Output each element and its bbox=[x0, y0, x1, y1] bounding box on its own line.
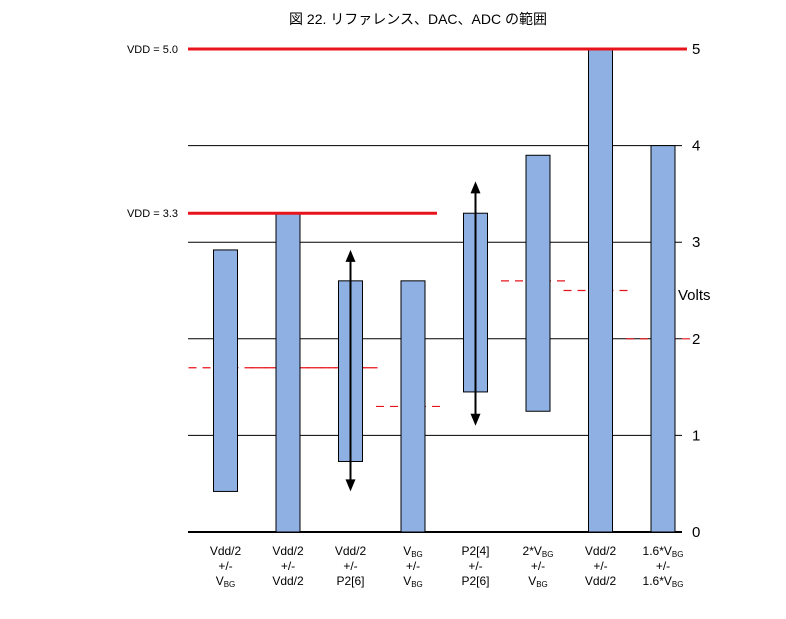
category-label-3-line-2-part-1: +/- bbox=[343, 559, 357, 573]
category-label-3-line-3-part-1: P2[6] bbox=[336, 574, 364, 588]
category-label-6-line-1: 2*VBG bbox=[523, 544, 554, 559]
category-label-8-line-3-part-2: BG bbox=[672, 580, 684, 589]
arrow-head-down-5 bbox=[470, 413, 481, 426]
category-label-2-line-2: +/- bbox=[281, 559, 295, 573]
y-tick-labels: 0 1 2 3 4 5 bbox=[692, 41, 700, 541]
category-label-8-line-1: 1.6*VBG bbox=[643, 544, 684, 559]
category-label-1-line-3-part-1: V bbox=[216, 574, 224, 588]
category-label-2-line-3-part-1: Vdd/2 bbox=[272, 574, 304, 588]
category-label-5-line-2: +/- bbox=[468, 559, 482, 573]
category-label-2-line-1: Vdd/2 bbox=[272, 544, 304, 558]
category-label-5-line-2-part-1: +/- bbox=[468, 559, 482, 573]
vdd-label-2: VDD = 3.3 bbox=[127, 208, 178, 220]
category-label-6-line-1-part-1: 2*V bbox=[523, 544, 542, 558]
category-label-1-line-3: VBG bbox=[216, 574, 236, 589]
arrow-head-down-3 bbox=[345, 479, 356, 492]
category-label-3-line-1: Vdd/2 bbox=[335, 544, 367, 558]
category-label-5-line-3: P2[6] bbox=[461, 574, 489, 588]
y-tick-4: 4 bbox=[692, 138, 700, 155]
range-bars bbox=[213, 48, 676, 533]
y-tick-2: 2 bbox=[692, 331, 700, 348]
y-tick-3: 3 bbox=[692, 234, 700, 251]
category-label-6-line-3-part-1: V bbox=[528, 574, 536, 588]
category-label-2-line-3: Vdd/2 bbox=[272, 574, 304, 588]
y-tick-1: 1 bbox=[692, 427, 700, 444]
midpoint-lines bbox=[188, 280, 690, 408]
category-label-5-line-1: P2[4] bbox=[461, 544, 489, 558]
category-label-7-line-1-part-1: Vdd/2 bbox=[585, 544, 617, 558]
category-label-6-line-3: VBG bbox=[528, 574, 548, 589]
category-label-6-line-3-part-2: BG bbox=[536, 580, 548, 589]
y-axis-label: Volts bbox=[678, 287, 711, 304]
category-label-8-line-1-part-1: 1.6*V bbox=[643, 544, 672, 558]
category-label-7-line-2-part-1: +/- bbox=[593, 559, 607, 573]
category-label-1-line-2: +/- bbox=[218, 559, 232, 573]
range-bar-4 bbox=[400, 280, 426, 533]
category-label-4-line-1: VBG bbox=[403, 544, 423, 559]
category-label-7-line-1: Vdd/2 bbox=[585, 544, 617, 558]
category-label-1-line-1: Vdd/2 bbox=[210, 544, 242, 558]
y-tick-5: 5 bbox=[692, 41, 700, 58]
category-label-7-line-3-part-1: Vdd/2 bbox=[585, 574, 617, 588]
category-label-7-line-2: +/- bbox=[593, 559, 607, 573]
category-label-8-line-3: 1.6*VBG bbox=[643, 574, 684, 589]
range-bar-1 bbox=[213, 249, 238, 492]
chart-title: 図 22. リファレンス、DAC、ADC の範囲 bbox=[289, 11, 547, 27]
category-label-8-line-2-part-1: +/- bbox=[656, 559, 670, 573]
category-label-1-line-2-part-1: +/- bbox=[218, 559, 232, 573]
range-bar-7 bbox=[588, 48, 613, 533]
category-label-5-line-1-part-1: P2[4] bbox=[461, 544, 489, 558]
category-label-2-line-2-part-1: +/- bbox=[281, 559, 295, 573]
category-label-4-line-1-part-1: V bbox=[403, 544, 411, 558]
category-label-4-line-3-part-1: V bbox=[403, 574, 411, 588]
vdd-lines: VDD = 5.0 VDD = 3.3 bbox=[127, 44, 687, 220]
category-label-8-line-1-part-2: BG bbox=[672, 550, 684, 559]
category-label-4-line-3: VBG bbox=[403, 574, 423, 589]
range-bar-2 bbox=[275, 212, 301, 533]
category-label-6-line-2: +/- bbox=[531, 559, 545, 573]
category-label-6-line-2-part-1: +/- bbox=[531, 559, 545, 573]
category-label-4-line-2: +/- bbox=[406, 559, 420, 573]
range-arrows bbox=[345, 181, 481, 492]
category-labels: Vdd/2+/-VBGVdd/2+/-Vdd/2Vdd/2+/-P2[6]VBG… bbox=[210, 544, 684, 589]
y-tick-0: 0 bbox=[692, 524, 700, 541]
range-bar-8 bbox=[650, 145, 676, 533]
category-label-3-line-1-part-1: Vdd/2 bbox=[335, 544, 367, 558]
category-label-8-line-2: +/- bbox=[656, 559, 670, 573]
category-label-4-line-1-part-2: BG bbox=[411, 550, 423, 559]
category-label-7-line-3: Vdd/2 bbox=[585, 574, 617, 588]
category-label-3-line-2: +/- bbox=[343, 559, 357, 573]
range-bar-6 bbox=[525, 154, 551, 412]
category-label-4-line-3-part-2: BG bbox=[411, 580, 423, 589]
category-label-1-line-3-part-2: BG bbox=[224, 580, 236, 589]
category-label-1-line-1-part-1: Vdd/2 bbox=[210, 544, 242, 558]
arrow-head-up-3 bbox=[345, 249, 356, 262]
category-label-3-line-3: P2[6] bbox=[336, 574, 364, 588]
category-label-5-line-3-part-1: P2[6] bbox=[461, 574, 489, 588]
category-label-2-line-1-part-1: Vdd/2 bbox=[272, 544, 304, 558]
arrow-head-up-5 bbox=[470, 181, 481, 194]
vdd-label-1: VDD = 5.0 bbox=[127, 44, 178, 56]
category-label-6-line-1-part-2: BG bbox=[542, 550, 554, 559]
category-label-4-line-2-part-1: +/- bbox=[406, 559, 420, 573]
category-label-8-line-3-part-1: 1.6*V bbox=[643, 574, 672, 588]
